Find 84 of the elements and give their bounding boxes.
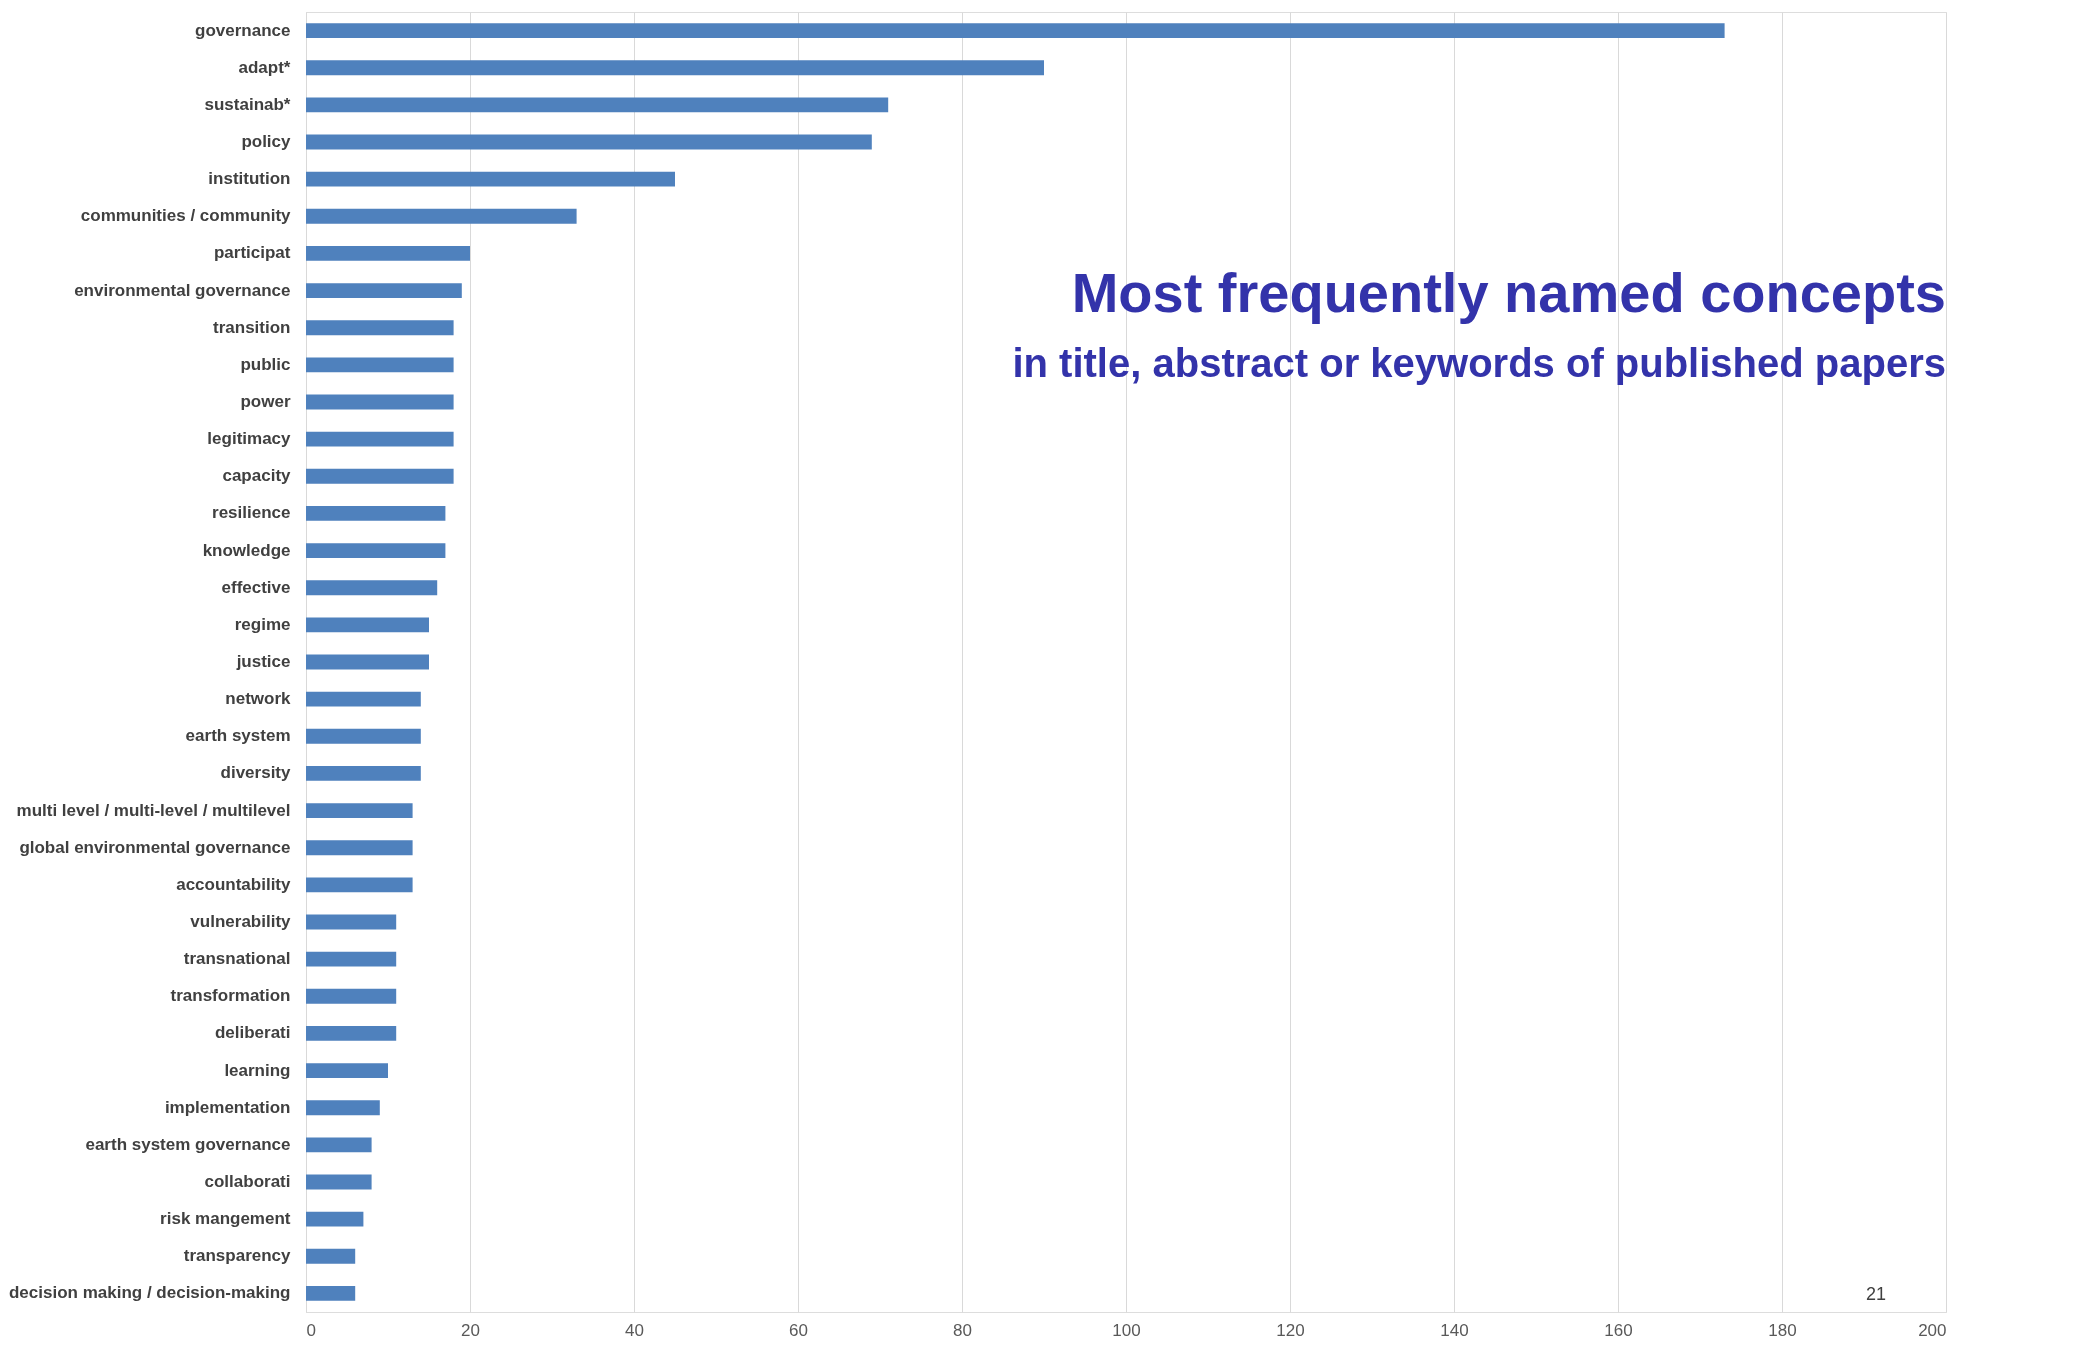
y-tick-label: accountability: [176, 874, 292, 894]
bar: [306, 283, 462, 298]
y-tick-label: diversity: [220, 763, 292, 783]
bar: [306, 171, 675, 187]
y-tick-label: deliberati: [214, 1023, 291, 1043]
bar: [306, 691, 421, 707]
bar: [306, 357, 454, 373]
y-tick-label: policy: [241, 132, 292, 151]
x-tick-label: 180: [1768, 1320, 1797, 1340]
y-tick-label: sustainab*: [204, 94, 291, 114]
y-tick-label: public: [240, 354, 291, 374]
bar: [306, 914, 397, 930]
y-tick-label: governance: [195, 20, 291, 40]
y-tick-label: knowledge: [202, 540, 291, 560]
bar: [306, 543, 446, 558]
y-tick-label: institution: [208, 169, 291, 189]
bar: [306, 988, 397, 1004]
bar: [306, 1286, 356, 1301]
bar: [306, 1063, 388, 1078]
bar: [306, 506, 446, 521]
y-tick-label: adapt*: [238, 57, 291, 77]
y-tick-label: global environmental governance: [19, 837, 291, 857]
x-tick-label: 60: [789, 1320, 808, 1340]
bar: [306, 468, 454, 484]
bar: [306, 134, 872, 150]
y-tick-label: earth system: [185, 726, 291, 746]
bar: [306, 23, 1725, 38]
bar: [306, 320, 454, 336]
y-tick-label: effective: [221, 577, 291, 597]
x-tick-label: 160: [1604, 1320, 1633, 1340]
bar: [306, 803, 413, 818]
y-tick-label: power: [240, 392, 291, 411]
y-tick-label: capacity: [222, 466, 292, 486]
bar: [306, 617, 429, 633]
x-tick-label: 140: [1440, 1320, 1469, 1340]
y-tick-label: implementation: [164, 1097, 291, 1117]
bar: [306, 246, 470, 261]
bar: [306, 580, 438, 596]
y-tick-label: regime: [234, 614, 291, 634]
bar: [306, 1248, 356, 1264]
y-tick-label: legitimacy: [207, 429, 292, 449]
bar: [306, 654, 429, 670]
bar: [306, 840, 413, 856]
y-tick-label: risk mangement: [160, 1209, 291, 1229]
y-tick-label: resilience: [212, 503, 291, 523]
x-tick-label: 200: [1918, 1320, 1947, 1340]
bar: [306, 728, 421, 744]
y-tick-label: transformation: [170, 986, 291, 1006]
x-tick-label: 120: [1276, 1320, 1305, 1340]
y-tick-label: transnational: [183, 949, 291, 969]
text: in title, abstract or keywords of published papers: [1012, 341, 1946, 385]
bar: [306, 431, 454, 447]
y-tick-label: vulnerability: [190, 912, 292, 931]
y-tick-label: multi level / multi-level / multilevel: [16, 800, 291, 820]
bar: [306, 60, 1044, 76]
bar: [306, 1026, 397, 1041]
x-tick-label: 20: [461, 1320, 480, 1340]
text: Most frequently named concepts: [1071, 261, 1946, 324]
y-tick-label: environmental governance: [74, 280, 291, 300]
y-tick-label: learning: [224, 1060, 291, 1080]
bar: [306, 208, 577, 224]
annotation: 21: [1865, 1284, 1886, 1304]
y-tick-label: earth system governance: [85, 1134, 291, 1154]
bar: [306, 1100, 380, 1116]
bar: [306, 1211, 364, 1227]
bar: [306, 951, 397, 967]
bar: [306, 1137, 372, 1153]
y-tick-label: decision making / decision-making: [8, 1283, 291, 1303]
x-tick-label: 40: [625, 1320, 644, 1340]
y-tick-label: participat: [213, 243, 291, 263]
bar: [306, 97, 889, 113]
bar: [306, 877, 413, 893]
x-tick-label: 100: [1112, 1320, 1141, 1340]
y-tick-label: collaborati: [204, 1172, 291, 1191]
y-tick-label: communities / community: [80, 206, 292, 226]
x-tick-label: 80: [953, 1320, 972, 1340]
bar: [306, 1174, 372, 1190]
y-tick-label: transition: [213, 317, 291, 337]
y-tick-label: justice: [235, 652, 291, 671]
y-tick-label: network: [225, 689, 292, 709]
x-tick-label: 0: [306, 1320, 316, 1340]
y-tick-label: transparency: [183, 1246, 292, 1266]
bar: [306, 766, 421, 781]
bar: [306, 394, 454, 410]
